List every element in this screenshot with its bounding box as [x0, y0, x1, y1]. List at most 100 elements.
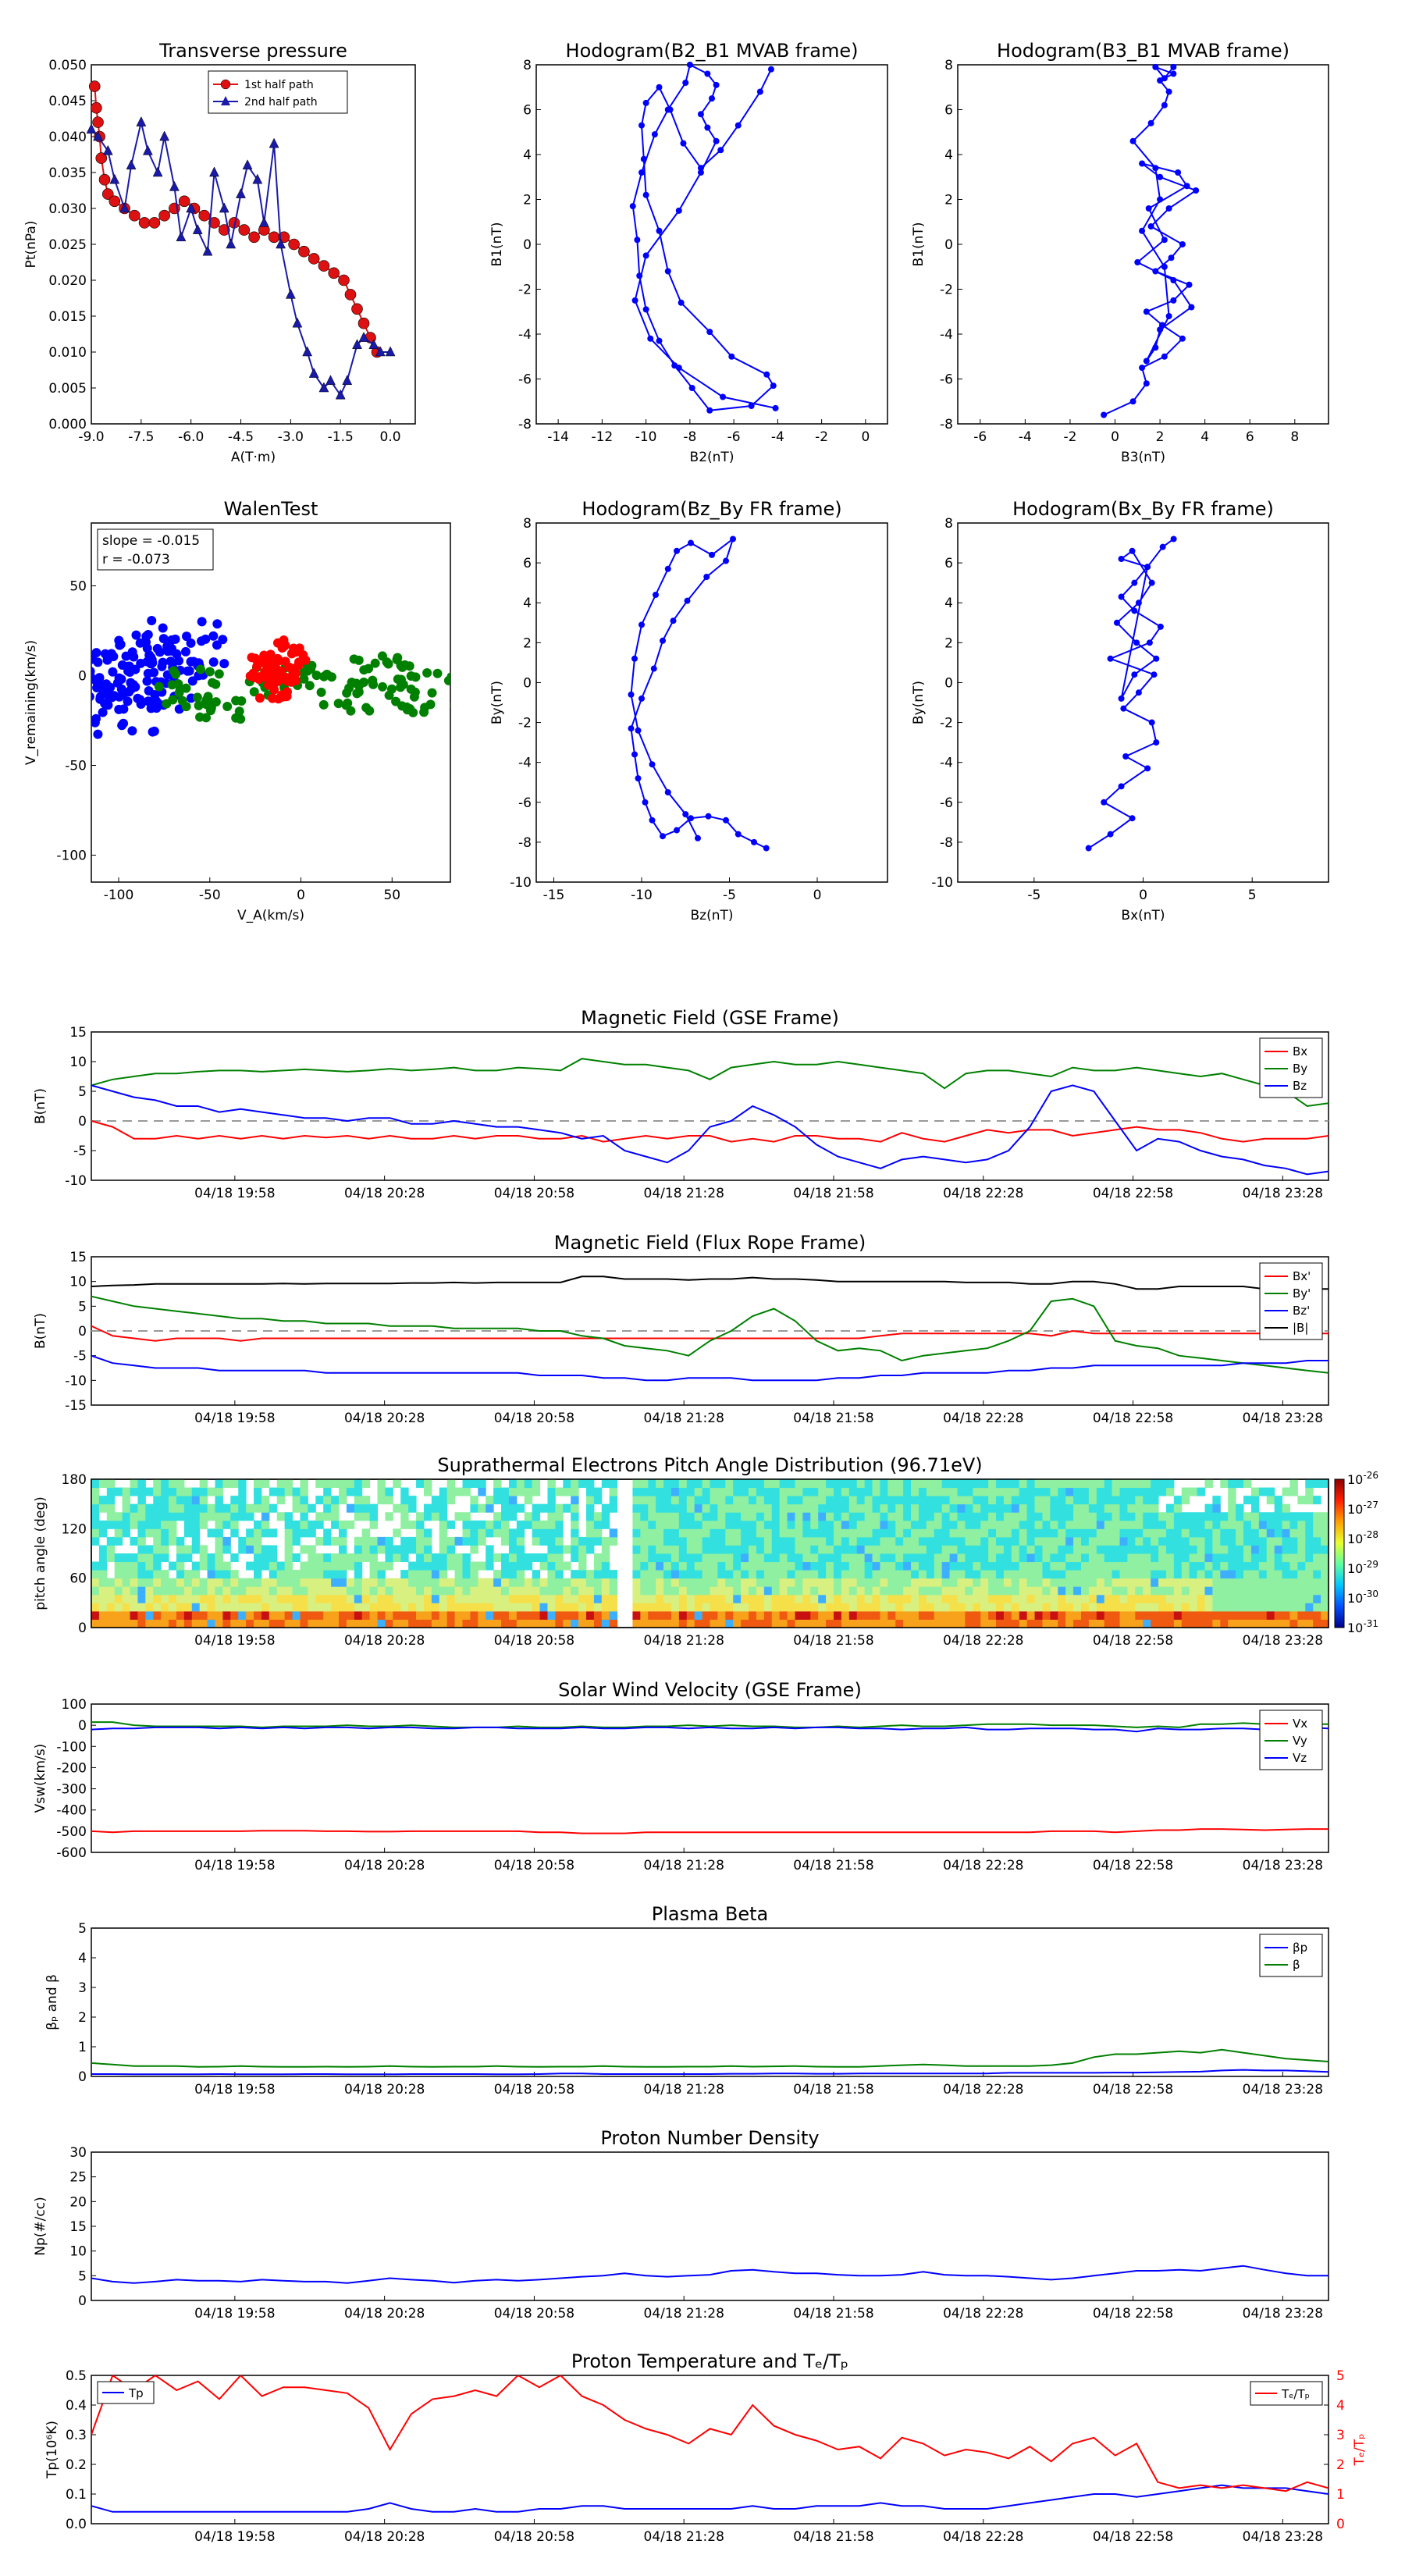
heatmap-cell	[555, 1586, 564, 1596]
heatmap-cell	[1197, 1545, 1205, 1554]
y-tick-label: 0.000	[48, 417, 87, 432]
heatmap-cell	[1236, 1520, 1244, 1529]
heatmap-cell	[818, 1594, 827, 1603]
heatmap-cell	[872, 1512, 880, 1521]
heatmap-cell	[230, 1603, 239, 1612]
heatmap-cell	[1151, 1561, 1159, 1571]
data-point	[135, 695, 145, 705]
heatmap-cell	[749, 1536, 757, 1546]
colorbar-tick-label: 10-26	[1347, 1470, 1378, 1487]
heatmap-cell	[996, 1496, 1005, 1505]
heatmap-cell	[1026, 1594, 1036, 1603]
heatmap-cell	[717, 1496, 726, 1505]
heatmap-cell	[1274, 1520, 1283, 1529]
data-point	[660, 637, 666, 644]
heatmap-cell	[261, 1603, 270, 1612]
heatmap-cell	[872, 1586, 880, 1596]
data-point	[231, 696, 241, 706]
heatmap-cell	[1173, 1619, 1183, 1628]
heatmap-cell	[1096, 1610, 1105, 1620]
heatmap-cell	[1058, 1603, 1066, 1612]
x-tick-label: -100	[104, 888, 134, 903]
heatmap-cell	[1181, 1570, 1190, 1579]
heatmap-cell	[1104, 1570, 1113, 1579]
heatmap-cell	[1220, 1610, 1229, 1620]
heatmap-cell	[1119, 1487, 1128, 1496]
heatmap-cell	[586, 1594, 595, 1603]
y-tick-label: -6	[518, 795, 532, 811]
heatmap-cell	[911, 1610, 919, 1620]
heatmap-cell	[1081, 1619, 1090, 1628]
heatmap-cell	[524, 1520, 533, 1529]
heatmap-cell	[571, 1610, 579, 1620]
heatmap-cell	[1228, 1512, 1236, 1521]
heatmap-cell	[1050, 1610, 1058, 1620]
heatmap-cell	[702, 1586, 710, 1596]
x-tick-label: -6	[727, 429, 741, 445]
heatmap-cell	[771, 1487, 781, 1496]
heatmap-cell	[578, 1536, 587, 1546]
heatmap-cell	[1026, 1479, 1036, 1489]
heatmap-cell	[980, 1594, 989, 1603]
heatmap-cell	[191, 1578, 201, 1587]
heatmap-cell	[246, 1594, 254, 1603]
heatmap-cell	[926, 1578, 935, 1587]
heatmap-cell	[1135, 1594, 1144, 1603]
heatmap-cell	[934, 1619, 943, 1628]
heatmap-cell	[423, 1578, 432, 1587]
heatmap-cell	[323, 1536, 332, 1546]
heatmap-cell	[284, 1545, 293, 1554]
data-point	[91, 692, 94, 702]
heatmap-cell	[887, 1553, 896, 1563]
y-tick-label: -200	[56, 1760, 87, 1776]
heatmap-cell	[1058, 1578, 1066, 1587]
heatmap-cell	[632, 1578, 641, 1587]
heatmap-cell	[377, 1619, 386, 1628]
heatmap-cell	[941, 1536, 951, 1546]
data-point	[195, 664, 205, 674]
heatmap-cell	[965, 1578, 973, 1587]
heatmap-cell	[887, 1610, 896, 1620]
heatmap-cell	[91, 1561, 100, 1571]
heatmap-cell	[872, 1536, 880, 1546]
heatmap-cell	[903, 1520, 912, 1529]
data-point	[121, 651, 131, 661]
heatmap-cell	[779, 1553, 788, 1563]
colorbar-tick-label: 10-30	[1347, 1589, 1378, 1606]
heatmap-cell	[702, 1528, 710, 1538]
heatmap-cell	[539, 1536, 548, 1546]
heatmap-cell	[973, 1553, 981, 1563]
annotation-text: r = -0.073	[102, 552, 170, 568]
heatmap-cell	[276, 1619, 286, 1628]
data-point	[342, 375, 353, 386]
data-point	[642, 306, 649, 313]
heatmap-cell	[787, 1578, 795, 1587]
colorbar-tick-label: 10-28	[1347, 1529, 1378, 1546]
heatmap-cell	[1204, 1479, 1213, 1489]
heatmap-cell	[1236, 1536, 1244, 1546]
x-tick-label: 04/18 20:28	[344, 2529, 425, 2545]
heatmap-cell	[1173, 1610, 1183, 1620]
heatmap-cell	[926, 1561, 935, 1571]
heatmap-cell	[678, 1619, 688, 1628]
heatmap-cell	[176, 1603, 185, 1612]
heatmap-cell	[1042, 1603, 1051, 1612]
data-point	[1152, 268, 1159, 275]
heatmap-cell	[1305, 1528, 1314, 1538]
heatmap-cell	[1088, 1503, 1097, 1513]
data-point	[322, 669, 332, 679]
data-point	[651, 131, 658, 138]
heatmap-cell	[1088, 1578, 1097, 1587]
heatmap-cell	[114, 1512, 123, 1521]
heatmap-cell	[749, 1586, 757, 1596]
data-point	[165, 656, 176, 667]
heatmap-cell	[1034, 1586, 1043, 1596]
heatmap-cell	[949, 1610, 958, 1620]
heatmap-cell	[300, 1545, 308, 1554]
heatmap-cell	[1212, 1536, 1221, 1546]
panel-title: Hodogram(B3_B1 MVAB frame)	[997, 40, 1289, 62]
heatmap-cell	[454, 1578, 463, 1587]
heatmap-cell	[408, 1503, 417, 1513]
heatmap-cell	[1189, 1603, 1198, 1612]
heatmap-cell	[980, 1603, 989, 1612]
